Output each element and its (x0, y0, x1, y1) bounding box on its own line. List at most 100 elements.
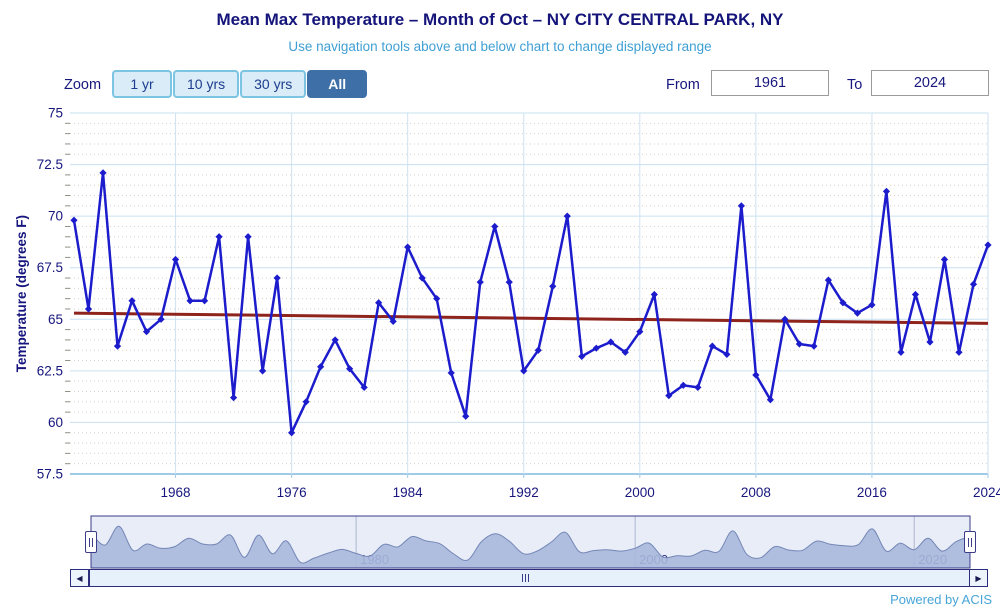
y-axis-tick-label: 70 (48, 209, 63, 224)
data-point-marker (824, 276, 833, 284)
data-point-marker (650, 290, 658, 299)
data-point-marker (940, 255, 949, 264)
y-axis-tick-label: 72.5 (37, 157, 63, 172)
data-point-marker (128, 297, 136, 305)
data-point-marker (447, 369, 455, 377)
data-point-marker (244, 233, 252, 241)
data-point-marker (897, 348, 905, 356)
data-point-marker (491, 222, 499, 231)
data-point-marker (229, 394, 238, 402)
data-point-marker (607, 338, 615, 346)
data-point-marker (853, 309, 862, 317)
data-point-marker (215, 233, 223, 241)
data-point-marker (911, 290, 920, 299)
to-year-input[interactable] (871, 70, 989, 96)
y-axis-tick-label: 62.5 (37, 363, 63, 378)
y-axis-tick-label: 75 (48, 106, 63, 121)
x-axis-tick-label: 2008 (741, 485, 771, 500)
chart-subtitle: Use navigation tools above and below cha… (288, 39, 712, 54)
zoom-10yrs-button[interactable]: 10 yrs (173, 70, 240, 98)
data-point-marker (969, 280, 978, 288)
data-point-marker (868, 301, 876, 309)
y-axis-tick-label: 67.5 (37, 260, 63, 275)
x-axis-tick-label: 2024 (973, 485, 1000, 500)
zoom-button-group: 1 yr 10 yrs 30 yrs All (112, 70, 368, 98)
zoom-30yrs-button[interactable]: 30 yrs (240, 70, 307, 98)
data-point-marker (317, 363, 325, 371)
to-label: To (847, 77, 863, 93)
zoom-label: Zoom (64, 77, 102, 93)
data-point-marker (346, 365, 354, 373)
data-point-marker (578, 352, 586, 361)
data-point-marker (142, 328, 151, 336)
data-point-marker (505, 278, 513, 286)
data-point-marker (389, 317, 397, 325)
data-point-marker (84, 305, 93, 313)
data-point-marker (171, 255, 180, 264)
zoom-1yr-button[interactable]: 1 yr (112, 70, 172, 98)
data-point-marker (433, 295, 441, 303)
data-point-marker (694, 383, 702, 391)
data-point-marker (534, 346, 542, 354)
data-point-marker (795, 340, 803, 348)
zoom-all-button[interactable]: All (307, 70, 368, 98)
data-point-marker (418, 274, 426, 282)
y-axis-tick-label: 65 (48, 312, 63, 327)
data-point-marker (520, 367, 528, 375)
x-axis-tick-label: 1976 (277, 485, 307, 500)
data-point-marker (157, 315, 165, 323)
temperature-series-line (72, 171, 990, 434)
data-point-marker (955, 348, 963, 356)
data-point-marker (708, 342, 716, 350)
chart-title: Mean Max Temperature – Month of Oct – NY… (216, 10, 784, 29)
data-point-marker (273, 274, 281, 282)
data-point-marker (404, 243, 412, 251)
x-axis-tick-label: 1992 (509, 485, 539, 500)
data-point-marker (331, 336, 339, 344)
scrollbar-left-arrow-icon[interactable]: ◀ (70, 569, 89, 587)
data-point-marker (563, 212, 571, 220)
data-point-marker (360, 383, 368, 391)
data-point-marker (288, 429, 296, 437)
data-point-marker (186, 297, 194, 305)
data-point-marker (70, 216, 78, 224)
from-year-input[interactable] (711, 70, 829, 96)
data-point-marker (462, 412, 470, 420)
data-point-marker (810, 342, 818, 350)
data-point-marker (679, 381, 687, 389)
data-point-marker (621, 348, 629, 356)
data-point-marker (592, 344, 600, 352)
data-point-marker (113, 342, 122, 350)
navigator-area-series[interactable] (90, 525, 971, 569)
data-point-marker (926, 338, 934, 346)
data-point-marker (723, 350, 731, 358)
scrollbar-right-arrow-icon[interactable]: ▶ (969, 569, 988, 587)
x-axis-tick-label: 2000 (625, 485, 655, 500)
data-point-marker (259, 367, 267, 375)
data-point-marker (752, 371, 760, 379)
plot-area[interactable] (70, 113, 988, 474)
data-point-marker (665, 392, 673, 400)
data-point-marker (200, 297, 209, 305)
data-point-marker (737, 202, 745, 210)
data-point-marker (99, 169, 107, 177)
x-axis-tick-label: 1968 (161, 485, 191, 500)
scrollbar-grip-icon[interactable] (522, 574, 529, 582)
y-axis-tick-label: 60 (48, 415, 63, 430)
data-point-marker (882, 187, 891, 195)
data-point-marker (636, 328, 644, 336)
data-point-marker (476, 278, 484, 286)
data-point-marker (839, 299, 847, 307)
y-axis-tick-label: 57.5 (37, 467, 63, 482)
data-point-marker (375, 299, 383, 307)
x-axis-tick-label: 2016 (857, 485, 887, 500)
data-point-marker (766, 396, 774, 404)
x-axis-tick-label: 1984 (393, 485, 424, 500)
navigator-handle-left-icon[interactable] (85, 531, 97, 553)
data-point-marker (302, 398, 310, 406)
powered-by-acis-link[interactable]: Powered by ACIS (890, 592, 992, 607)
scrollbar-track[interactable] (89, 569, 970, 587)
navigator-handle-right-icon[interactable] (964, 531, 976, 553)
